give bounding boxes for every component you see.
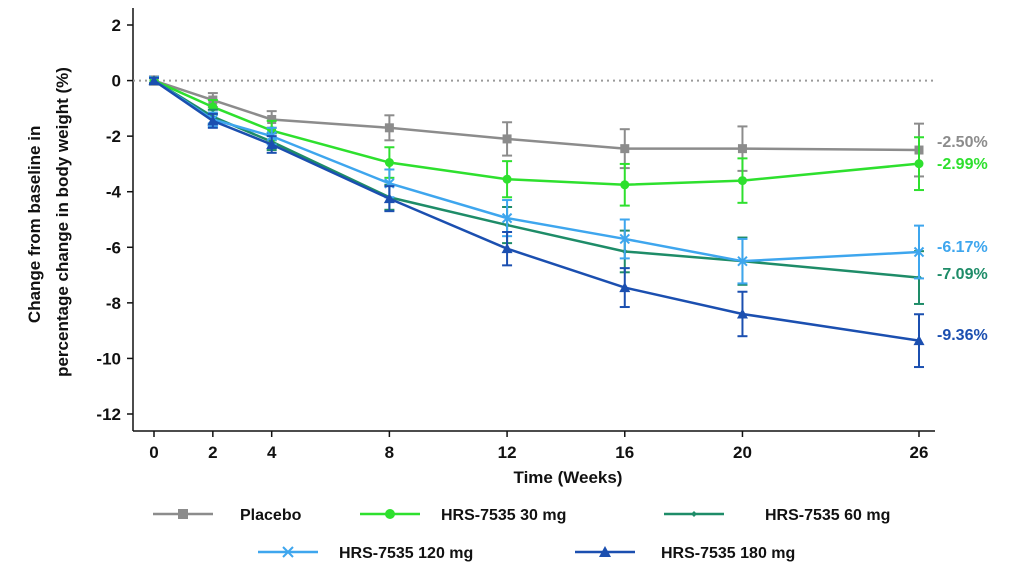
data-point: [267, 114, 277, 124]
axes-layer: 20-2-4-6-8-10-120 2 4 8 12 16 20 26: [96, 8, 935, 462]
end-label-layer: -2.50% -2.99% -7.09% -6.17% -9.36%: [937, 134, 988, 344]
legend-marker: [599, 546, 611, 557]
y-tick-label: 0: [112, 72, 121, 91]
data-point-stroke: [501, 212, 513, 224]
legend-marker: [178, 509, 188, 519]
series-line: [153, 79, 920, 152]
series-hrs-7535-60-mg: [149, 76, 924, 305]
series-line: [153, 79, 920, 263]
legend-item-hrs-7535-60-mg: HRS-7535 60 mg: [664, 507, 890, 524]
x-tick-label: 4: [267, 443, 277, 462]
data-point: [913, 246, 925, 258]
y-axis-title: Change from baseline in percentage chang…: [25, 67, 72, 377]
data-point: [737, 255, 748, 267]
data-point-stroke: [619, 233, 630, 245]
end-value-label: -7.09%: [937, 266, 988, 283]
y-tick-label: -12: [96, 405, 121, 424]
data-point: [384, 158, 394, 168]
y-axis-title-line-2: percentage change in body weight (%): [53, 67, 72, 377]
data-point: [383, 193, 395, 204]
x-tick-label: 8: [385, 443, 394, 462]
data-point-stroke: [913, 246, 925, 258]
legend-item-placebo: Placebo: [153, 507, 302, 524]
data-point: [620, 144, 630, 154]
data-point: [207, 115, 219, 126]
legend-marker: [691, 511, 697, 517]
data-point: [913, 335, 925, 346]
data-point: [502, 134, 512, 144]
legend-label: HRS-7535 180 mg: [661, 545, 795, 562]
x-tick-label: 16: [615, 443, 634, 462]
y-tick-label: 2: [112, 16, 121, 35]
data-point-stroke: [737, 255, 748, 267]
x-axis-title: Time (Weeks): [514, 468, 623, 487]
end-value-label: -6.17%: [937, 239, 988, 256]
end-value-label: -9.36%: [937, 327, 988, 344]
legend-item-hrs-7535-30-mg: HRS-7535 30 mg: [360, 507, 566, 524]
end-value-label: -2.99%: [937, 156, 988, 173]
legend-label: HRS-7535 60 mg: [765, 507, 890, 524]
data-point: [736, 308, 748, 319]
legend-marker: [385, 509, 395, 519]
legend-label: HRS-7535 120 mg: [339, 545, 473, 562]
data-point: [384, 123, 394, 133]
y-tick-label: -8: [106, 294, 121, 313]
y-tick-label: -6: [106, 238, 121, 257]
y-axis-title-line-1: Change from baseline in: [25, 126, 44, 323]
series-line: [153, 79, 920, 187]
legend-label: Placebo: [240, 507, 302, 524]
data-point: [737, 144, 747, 154]
legend-label: HRS-7535 30 mg: [441, 507, 566, 524]
legend-item-hrs-7535-120-mg: HRS-7535 120 mg: [258, 545, 473, 562]
y-tick-label: -10: [96, 349, 121, 368]
y-tick-label: -2: [106, 127, 121, 146]
data-point: [148, 75, 160, 86]
end-value-label: -2.50%: [937, 134, 988, 151]
x-tick-label: 2: [208, 443, 217, 462]
x-tick-label: 0: [149, 443, 158, 462]
data-point: [737, 176, 747, 186]
legend: Placebo HRS-7535 30 mg HRS-7535 60 mg HRS-7…: [153, 507, 890, 562]
legend-marker: [282, 546, 294, 558]
x-tick-label: 20: [733, 443, 752, 462]
legend-item-hrs-7535-180-mg: HRS-7535 180 mg: [575, 545, 795, 562]
series-hrs-7535-180-mg: [148, 75, 925, 369]
series-placebo: [149, 75, 924, 178]
legend-marker-stroke: [282, 546, 294, 558]
series-line: [153, 79, 920, 342]
data-point: [266, 138, 278, 149]
data-point: [619, 282, 631, 293]
series-line: [153, 79, 920, 279]
data-point: [914, 159, 924, 169]
data-point: [501, 243, 513, 254]
data-point: [501, 212, 513, 224]
x-tick-label: 12: [498, 443, 517, 462]
x-tick-label: 26: [910, 443, 929, 462]
data-point: [620, 180, 630, 190]
data-point: [619, 233, 630, 245]
series-layer: [148, 75, 925, 369]
data-point: [502, 174, 512, 184]
y-tick-label: -4: [106, 183, 122, 202]
